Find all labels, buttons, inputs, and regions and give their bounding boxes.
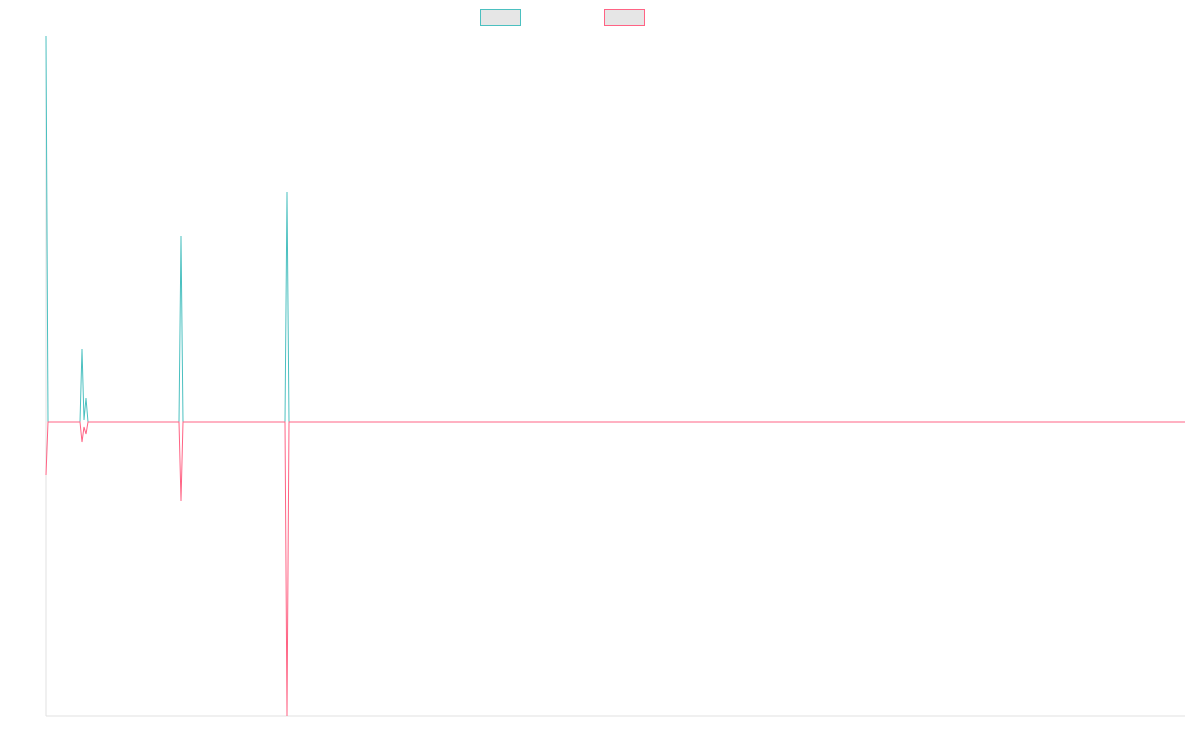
legend-swatch[interactable] (604, 9, 645, 26)
legend-swatch[interactable] (480, 9, 521, 26)
series-line (45, 35, 1185, 423)
series-line (45, 421, 1185, 717)
